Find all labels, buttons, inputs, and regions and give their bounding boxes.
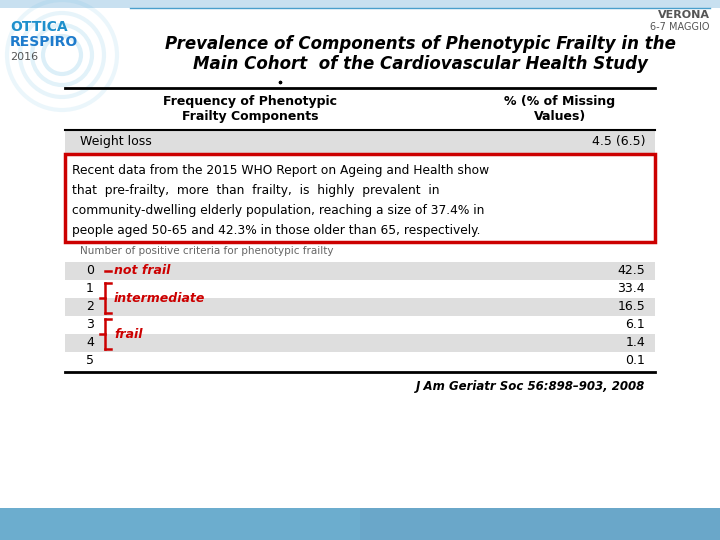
Text: 6.1: 6.1 xyxy=(625,319,645,332)
Text: 2016: 2016 xyxy=(10,52,38,62)
Text: Main Cohort  of the Cardiovascular Health Study: Main Cohort of the Cardiovascular Health… xyxy=(192,55,647,73)
Text: 0: 0 xyxy=(86,265,94,278)
Text: intermediate: intermediate xyxy=(114,292,205,305)
Text: 6-7 MAGGIO: 6-7 MAGGIO xyxy=(650,22,710,32)
Text: % (% of Missing: % (% of Missing xyxy=(505,95,616,108)
Text: that  pre-frailty,  more  than  frailty,  is  highly  prevalent  in: that pre-frailty, more than frailty, is … xyxy=(72,184,439,197)
Text: OTTICA: OTTICA xyxy=(10,20,68,34)
Text: community-dwelling elderly population, reaching a size of 37.4% in: community-dwelling elderly population, r… xyxy=(72,204,485,217)
Text: 4.5 (6.5): 4.5 (6.5) xyxy=(592,136,645,148)
Bar xyxy=(0,0,720,8)
Text: 0.1: 0.1 xyxy=(625,354,645,368)
Text: not frail: not frail xyxy=(114,265,171,278)
Text: 4: 4 xyxy=(86,336,94,349)
Bar xyxy=(0,508,720,540)
Bar xyxy=(65,262,655,280)
Text: Frailty Components: Frailty Components xyxy=(181,110,318,123)
Text: RESPIRO: RESPIRO xyxy=(10,35,78,49)
Bar xyxy=(65,298,655,316)
Text: 5: 5 xyxy=(86,354,94,368)
Text: 1: 1 xyxy=(86,282,94,295)
Text: Weight loss: Weight loss xyxy=(80,136,152,148)
Text: Frequency of Phenotypic: Frequency of Phenotypic xyxy=(163,95,337,108)
Text: Number of positive criteria for phenotypic frailty: Number of positive criteria for phenotyp… xyxy=(80,246,333,256)
Text: 33.4: 33.4 xyxy=(617,282,645,295)
Text: 3: 3 xyxy=(86,319,94,332)
Text: Prevalence of Components of Phenotypic Frailty in the: Prevalence of Components of Phenotypic F… xyxy=(165,35,675,53)
Bar xyxy=(65,131,655,153)
Text: 1.4: 1.4 xyxy=(625,336,645,349)
Bar xyxy=(0,508,360,540)
Bar xyxy=(65,154,655,242)
Text: VERONA: VERONA xyxy=(658,10,710,20)
Text: Values): Values) xyxy=(534,110,586,123)
Text: 16.5: 16.5 xyxy=(617,300,645,314)
Text: 42.5: 42.5 xyxy=(617,265,645,278)
Text: Recent data from the 2015 WHO Report on Ageing and Health show: Recent data from the 2015 WHO Report on … xyxy=(72,164,489,177)
Bar xyxy=(65,334,655,352)
Text: frail: frail xyxy=(114,327,143,341)
Text: J Am Geriatr Soc 56:898–903, 2008: J Am Geriatr Soc 56:898–903, 2008 xyxy=(415,380,645,393)
Text: 2: 2 xyxy=(86,300,94,314)
Text: people aged 50-65 and 42.3% in those older than 65, respectively.: people aged 50-65 and 42.3% in those old… xyxy=(72,224,480,237)
